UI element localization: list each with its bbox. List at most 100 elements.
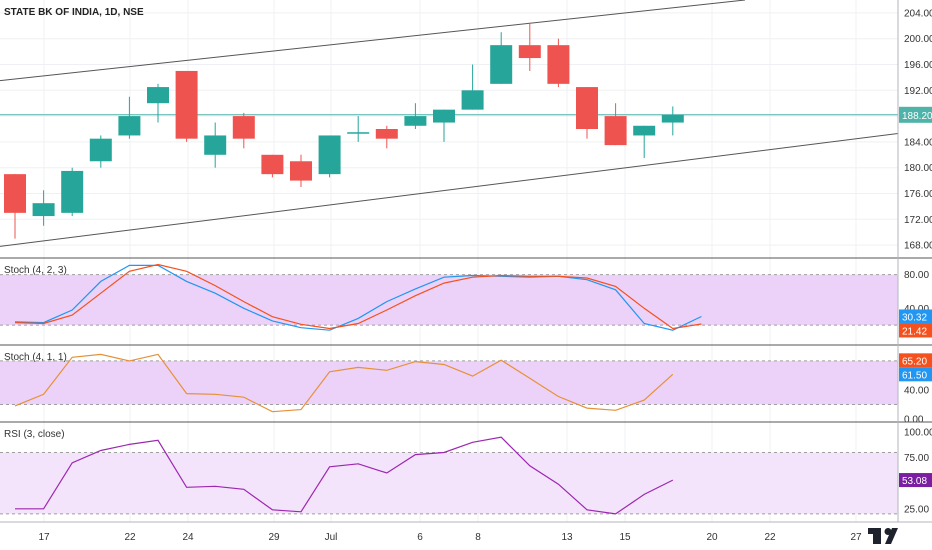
- candle-body-8: [232, 116, 255, 139]
- candle-3: [89, 135, 112, 168]
- price-tick-3: 180.00: [904, 163, 932, 174]
- price-tick-8: 200.00: [904, 34, 932, 45]
- candle-8: [232, 112, 255, 149]
- candle-body-13: [375, 129, 398, 139]
- candle-20: [576, 87, 598, 139]
- price-tick-7: 196.00: [904, 60, 932, 71]
- time-tick-4: Jul: [325, 532, 338, 543]
- candle-2: [61, 167, 84, 217]
- stoch-4-1-1-band: [0, 360, 898, 405]
- candle-body-0: [4, 174, 26, 213]
- chart-title: STATE BK OF INDIA, 1D, NSE: [4, 7, 144, 18]
- time-tick-3: 29: [268, 532, 280, 543]
- last-price-badge: [899, 106, 932, 123]
- candle-body-15: [433, 109, 455, 123]
- time-tick-7: 13: [561, 532, 573, 543]
- candle-23: [661, 106, 684, 136]
- time-tick-8: 15: [619, 532, 631, 543]
- candle-13: [375, 125, 398, 149]
- candle-7: [204, 122, 227, 168]
- candle-body-18: [518, 45, 541, 59]
- stoch-4-1-1-badge-0: [899, 353, 932, 368]
- candle-body-21: [604, 116, 627, 146]
- stoch-4-2-3-tick-1: 80.00: [904, 270, 929, 281]
- logo-slash: [885, 528, 898, 544]
- stoch-4-1-1-title: Stoch (4, 1, 1): [4, 352, 67, 363]
- candle-body-2: [61, 170, 84, 213]
- price-tick-1: 172.00: [904, 215, 932, 226]
- candle-body-4: [118, 116, 141, 136]
- time-tick-9: 20: [706, 532, 718, 543]
- rsi-3-close-title: RSI (3, close): [4, 429, 65, 440]
- stoch-4-1-1-series-0: [14, 353, 674, 413]
- candle-body-20: [576, 87, 598, 129]
- logo-stem: [873, 534, 881, 544]
- candle-22: [633, 125, 656, 159]
- time-tick-0: 17: [38, 532, 50, 543]
- candle-6: [175, 70, 198, 142]
- candle-body-10: [290, 161, 312, 181]
- candle-11: [318, 135, 341, 178]
- channel-lower-line: [0, 133, 899, 247]
- price-tick-4: 184.00: [904, 137, 932, 148]
- candle-body-23: [661, 114, 684, 123]
- stoch-4-2-3-badge-label-0: 30.32: [902, 312, 927, 323]
- candle-body-6: [175, 70, 198, 139]
- rsi-3-close-tick-2: 75.00: [904, 453, 929, 464]
- candle-21: [604, 103, 627, 146]
- candle-body-11: [318, 135, 341, 175]
- candle-14: [404, 103, 427, 129]
- candle-body-22: [633, 125, 656, 136]
- stoch-4-2-3-title: Stoch (4, 2, 3): [4, 265, 67, 276]
- stoch-4-2-3-pane: [0, 263, 898, 331]
- time-tick-11: 27: [850, 532, 862, 543]
- stoch-4-1-1-tick-0: 0.00: [904, 415, 924, 426]
- candle-5: [147, 83, 169, 123]
- stoch-4-2-3-badge-1: [899, 323, 932, 338]
- candle-body-1: [32, 203, 55, 217]
- candle-12: [347, 116, 370, 142]
- stoch-4-2-3-badge-0: [899, 309, 932, 324]
- stoch-4-2-3-series-1: [14, 263, 702, 330]
- price-pane: [0, 0, 899, 247]
- rsi-3-close-band: [0, 452, 898, 514]
- candle-body-7: [204, 135, 227, 155]
- candle-16: [461, 64, 484, 110]
- candle-4: [118, 96, 141, 139]
- price-tick-2: 176.00: [904, 189, 932, 200]
- candle-17: [490, 32, 513, 84]
- stoch-4-1-1-badge-label-0: 65.20: [902, 356, 927, 367]
- time-tick-2: 24: [182, 532, 194, 543]
- candle-body-17: [490, 45, 513, 84]
- tradingview-logo-icon: [868, 528, 898, 544]
- price-tick-0: 168.00: [904, 241, 932, 252]
- candle-19: [547, 38, 570, 88]
- rsi-3-close-badge-label-0: 53.08: [902, 476, 927, 487]
- stoch-4-2-3-series-0: [14, 264, 702, 331]
- candle-0: [4, 174, 26, 239]
- time-tick-6: 8: [475, 532, 481, 543]
- candle-body-9: [261, 154, 284, 175]
- candle-1: [32, 190, 55, 226]
- stoch-4-1-1-pane: [0, 353, 898, 413]
- time-tick-1: 22: [124, 532, 136, 543]
- rsi-3-close-badge-0: [899, 473, 932, 488]
- rsi-3-close-series-0: [15, 436, 674, 515]
- stoch-4-2-3-tick-0: 40.00: [904, 304, 929, 315]
- rsi-3-close-pane: [0, 436, 898, 515]
- stoch-4-1-1-badge-1: [899, 367, 932, 382]
- candle-15: [433, 109, 455, 142]
- candle-body-19: [547, 45, 570, 84]
- stoch-4-2-3-badge-label-1: 21.42: [902, 326, 927, 337]
- candle-body-14: [404, 116, 427, 126]
- price-tick-6: 192.00: [904, 86, 932, 97]
- time-tick-10: 22: [764, 532, 776, 543]
- channel-upper-line: [0, 0, 746, 82]
- candle-body-16: [461, 90, 484, 110]
- time-tick-5: 6: [417, 532, 423, 543]
- candle-body-12: [347, 132, 370, 134]
- last-price-badge-label: 188.20: [902, 111, 932, 122]
- candle-10: [290, 154, 312, 188]
